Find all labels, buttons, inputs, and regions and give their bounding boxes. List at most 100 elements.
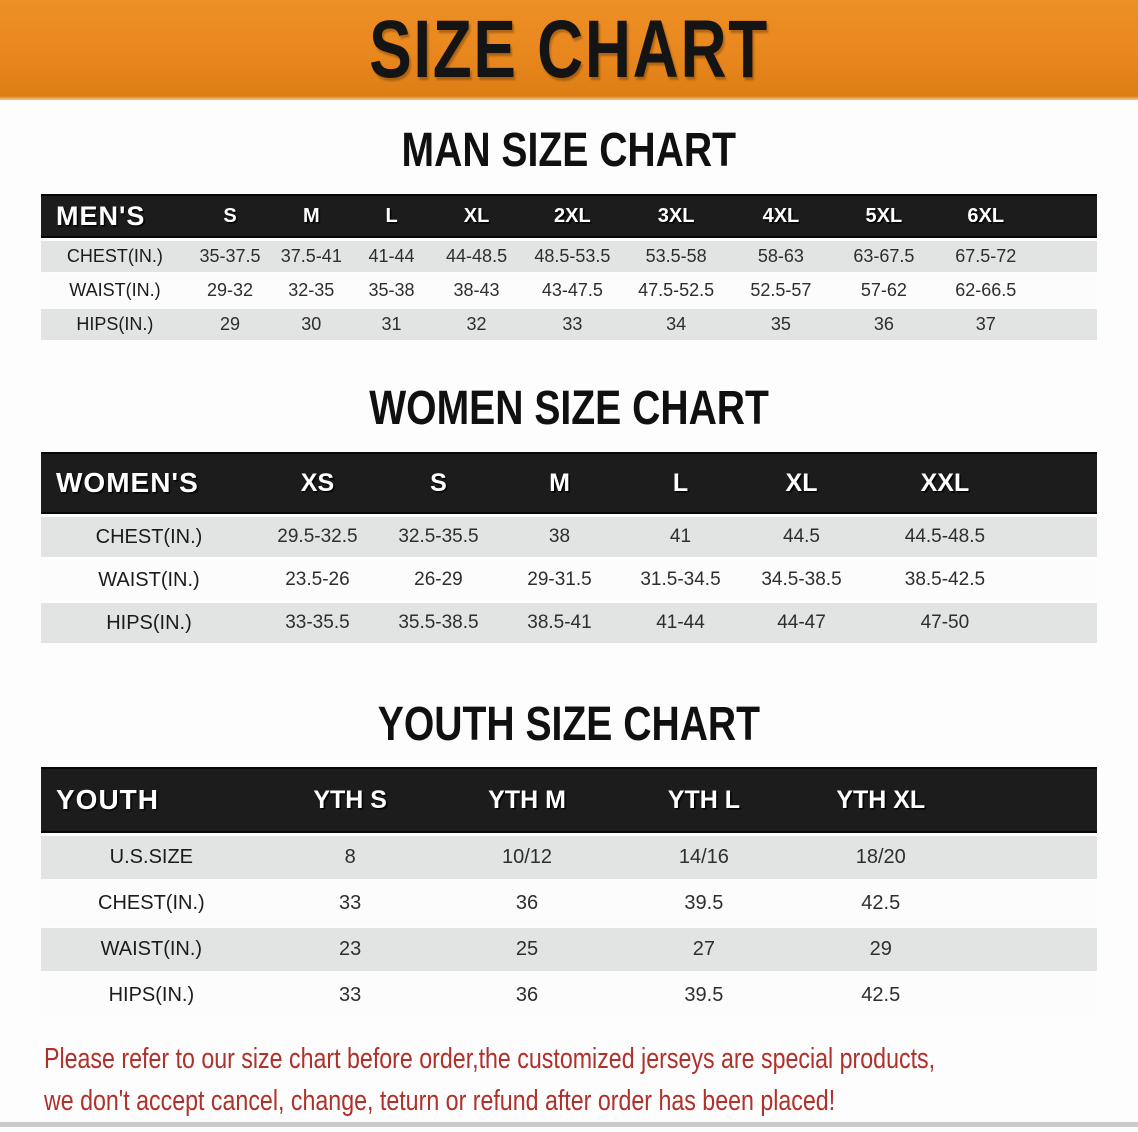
row-label: CHEST(IN.) (41, 517, 257, 557)
banner-title: SIZE CHART (369, 3, 769, 96)
filler-cell (1027, 517, 1097, 557)
size-value: 33-35.5 (256, 603, 378, 643)
size-value: 58-63 (728, 241, 833, 272)
size-value: 33 (521, 309, 624, 340)
table-row: HIPS(IN.) 29 30 31 32 33 34 35 36 37 (41, 309, 1097, 340)
table-row: U.S.SIZE 8 10/12 14/16 18/20 (41, 836, 1097, 879)
size-value: 44-47 (741, 603, 863, 643)
size-value: 29-31.5 (498, 560, 620, 600)
size-value: 48.5-53.5 (521, 241, 624, 272)
size-value: 34 (623, 309, 729, 340)
filler-cell (1036, 241, 1097, 272)
size-value: 39.5 (615, 882, 793, 925)
disclaimer-note: Please refer to our size chart before or… (44, 1038, 1134, 1122)
filler-cell (1027, 452, 1097, 514)
table-row: CHEST(IN.) 29.5-32.5 32.5-35.5 38 41 44.… (41, 517, 1097, 557)
size-column-header: L (351, 194, 432, 238)
size-column-header: 5XL (832, 194, 935, 238)
size-value: 43-47.5 (521, 275, 624, 306)
size-column-header: XL (431, 194, 522, 238)
women-section-heading: WOMEN SIZE CHART (0, 379, 1138, 435)
size-value: 39.5 (615, 974, 793, 1017)
size-value: 35-37.5 (188, 241, 272, 272)
womens-header-row: WOMEN'S XS S M L XL XXL (41, 452, 1097, 514)
size-value: 67.5-72 (934, 241, 1037, 272)
size-column-header: XL (741, 452, 863, 514)
row-label: WAIST(IN.) (41, 275, 189, 306)
size-value: 41-44 (619, 603, 741, 643)
size-value: 38-43 (431, 275, 522, 306)
size-value: 47.5-52.5 (623, 275, 729, 306)
filler-cell (969, 928, 1097, 971)
filler-cell (969, 836, 1097, 879)
table-row: CHEST(IN.) 35-37.5 37.5-41 41-44 44-48.5… (41, 241, 1097, 272)
size-value: 25 (438, 928, 616, 971)
size-value: 18/20 (792, 836, 970, 879)
size-column-header: 6XL (934, 194, 1037, 238)
size-column-header: S (377, 452, 499, 514)
size-value: 31 (351, 309, 432, 340)
size-value: 26-29 (377, 560, 499, 600)
filler-cell (969, 767, 1097, 833)
size-value: 37.5-41 (271, 241, 352, 272)
size-value: 31.5-34.5 (619, 560, 741, 600)
size-value: 29 (792, 928, 970, 971)
size-value: 23 (261, 928, 439, 971)
size-value: 29-32 (188, 275, 272, 306)
size-value: 52.5-57 (728, 275, 833, 306)
table-row: WAIST(IN.) 29-32 32-35 35-38 38-43 43-47… (41, 275, 1097, 306)
size-column-header: S (188, 194, 272, 238)
size-value: 36 (438, 974, 616, 1017)
size-value: 33 (261, 974, 439, 1017)
size-value: 42.5 (792, 974, 970, 1017)
size-value: 32 (431, 309, 522, 340)
size-column-header: M (271, 194, 352, 238)
size-value: 57-62 (832, 275, 935, 306)
size-value: 29 (188, 309, 272, 340)
table-row: WAIST(IN.) 23 25 27 29 (41, 928, 1097, 971)
size-value: 42.5 (792, 882, 970, 925)
size-value: 38.5-41 (498, 603, 620, 643)
women-section-heading-text: WOMEN SIZE CHART (369, 379, 769, 435)
size-column-header: 2XL (521, 194, 624, 238)
size-chart-banner: SIZE CHART (0, 0, 1138, 100)
size-value: 41 (619, 517, 741, 557)
row-label: CHEST(IN.) (41, 882, 262, 925)
size-value: 35-38 (351, 275, 432, 306)
size-value: 36 (438, 882, 616, 925)
size-value: 10/12 (438, 836, 616, 879)
size-value: 38 (498, 517, 620, 557)
filler-cell (1036, 309, 1097, 340)
size-value: 34.5-38.5 (741, 560, 863, 600)
men-section-heading-text: MAN SIZE CHART (401, 121, 737, 177)
size-column-header: XXL (862, 452, 1028, 514)
size-value: 37 (934, 309, 1037, 340)
filler-cell (969, 882, 1097, 925)
youth-header-row: YOUTH YTH S YTH M YTH L YTH XL (41, 767, 1097, 833)
table-row: HIPS(IN.) 33 36 39.5 42.5 (41, 974, 1097, 1017)
row-label: HIPS(IN.) (41, 309, 189, 340)
youth-section-heading: YOUTH SIZE CHART (0, 699, 1138, 747)
filler-cell (1027, 560, 1097, 600)
youth-table-label: YOUTH (41, 767, 262, 833)
size-value: 8 (261, 836, 439, 879)
size-column-header: XS (256, 452, 378, 514)
bottom-divider (0, 1122, 1138, 1127)
size-value: 44.5 (741, 517, 863, 557)
row-label: WAIST(IN.) (41, 560, 257, 600)
size-value: 62-66.5 (934, 275, 1037, 306)
size-value: 35.5-38.5 (377, 603, 499, 643)
row-label: HIPS(IN.) (41, 603, 257, 643)
size-value: 53.5-58 (623, 241, 729, 272)
filler-cell (1027, 603, 1097, 643)
filler-cell (1036, 275, 1097, 306)
youth-size-table: YOUTH YTH S YTH M YTH L YTH XL U.S.SIZE … (41, 764, 1097, 1020)
size-value: 47-50 (862, 603, 1028, 643)
men-section-heading: MAN SIZE CHART (0, 121, 1138, 177)
size-column-header: M (498, 452, 620, 514)
size-value: 33 (261, 882, 439, 925)
size-value: 29.5-32.5 (256, 517, 378, 557)
mens-table-label: MEN'S (41, 194, 189, 238)
size-value: 27 (615, 928, 793, 971)
size-column-header: YTH S (261, 767, 439, 833)
